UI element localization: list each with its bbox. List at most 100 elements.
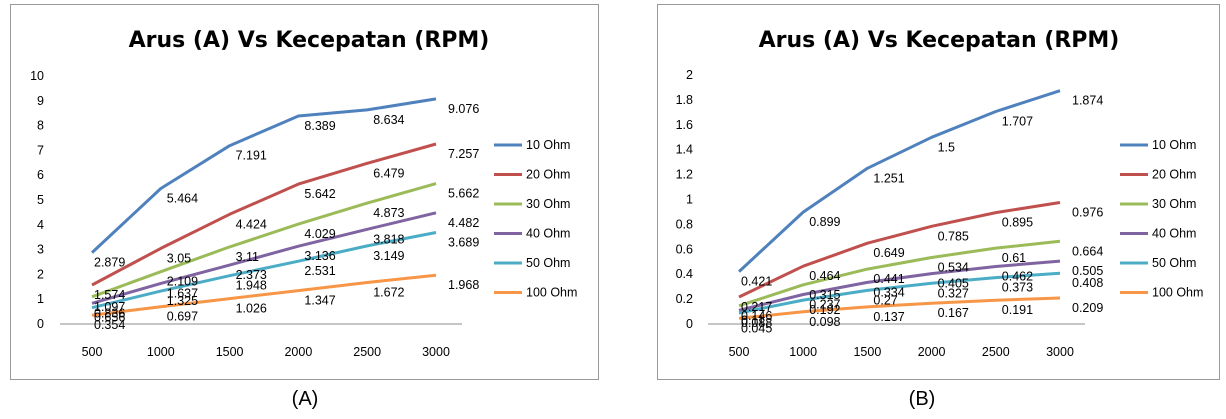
data-label: 6.479 <box>373 166 404 180</box>
data-label: 1.325 <box>167 294 198 308</box>
data-label: 0.354 <box>94 318 125 332</box>
data-label: 0.656 <box>94 311 125 325</box>
data-label: 8.634 <box>373 113 404 127</box>
data-label: 3.05 <box>167 251 191 265</box>
y-tick-label: 4 <box>37 218 44 232</box>
data-label: 0.209 <box>1072 301 1103 315</box>
chart-title: Arus (A) Vs Kecepatan (RPM) <box>129 28 490 53</box>
y-tick-label: 7 <box>37 143 44 157</box>
data-label: 0.441 <box>873 272 904 286</box>
legend-label: 10 Ohm <box>1152 138 1196 152</box>
y-tick-label: 9 <box>37 94 44 108</box>
y-tick-label: 0 <box>686 317 693 331</box>
data-label: 7.257 <box>448 147 479 161</box>
legend-label: 40 Ohm <box>1152 227 1196 241</box>
x-tick-label: 1000 <box>147 345 175 359</box>
data-label: 1.347 <box>304 294 335 308</box>
series-line-50-ohm <box>91 231 437 310</box>
data-label: 0.045 <box>741 321 772 335</box>
legend-label: 40 Ohm <box>526 227 570 241</box>
data-label: 0.088 <box>741 316 772 330</box>
data-label: 1.637 <box>167 286 198 300</box>
series-line-20-ohm <box>738 201 1061 299</box>
x-tick-label: 2000 <box>918 345 946 359</box>
data-label: 4.873 <box>373 206 404 220</box>
series-line-40-ohm <box>91 211 437 305</box>
x-tick-label: 1500 <box>216 345 244 359</box>
data-label: 5.662 <box>448 187 479 201</box>
data-label: 0.697 <box>167 310 198 324</box>
data-label: 0.505 <box>1072 264 1103 278</box>
legend-label: 20 Ohm <box>1152 168 1196 182</box>
data-label: 3.149 <box>373 249 404 263</box>
y-tick-label: 6 <box>37 168 44 182</box>
data-label: 0.421 <box>741 275 772 289</box>
x-tick-label: 3000 <box>1046 345 1074 359</box>
data-label: 2.109 <box>167 275 198 289</box>
chart-title: Arus (A) Vs Kecepatan (RPM) <box>759 28 1120 53</box>
data-label: 0.895 <box>1002 216 1033 230</box>
data-label: 4.029 <box>304 227 335 241</box>
data-label: 0.899 <box>809 215 840 229</box>
y-tick-label: 0.2 <box>676 292 693 306</box>
y-tick-label: 5 <box>37 193 44 207</box>
x-tick-label: 2500 <box>353 345 381 359</box>
x-tick-label: 2500 <box>982 345 1010 359</box>
data-label: 9.076 <box>448 102 479 116</box>
data-label: 1.574 <box>94 288 125 302</box>
y-tick-label: 10 <box>30 69 44 83</box>
chart-frame <box>10 4 599 380</box>
data-label: 0.137 <box>873 310 904 324</box>
data-label: 7.191 <box>236 149 267 163</box>
chart-panel-a: Arus (A) Vs Kecepatan (RPM) 0 1 2 3 4 5 6 7 8 9 10 5… <box>0 0 610 419</box>
y-tick-label: 0.4 <box>676 267 693 281</box>
data-label: 0.146 <box>741 309 772 323</box>
legend-label: 100 Ohm <box>526 286 577 300</box>
data-label: 0.649 <box>873 246 904 260</box>
data-label: 3.136 <box>304 249 335 263</box>
data-label: 2.879 <box>94 256 125 270</box>
data-label: 1.874 <box>1072 94 1103 108</box>
data-label: 8.389 <box>304 119 335 133</box>
data-label: 0.664 <box>1072 244 1103 258</box>
y-tick-label: 0.6 <box>676 242 693 256</box>
series-line-10-ohm <box>737 89 1061 273</box>
data-label: 5.642 <box>304 187 335 201</box>
x-tick-label: 1500 <box>853 345 881 359</box>
data-label: 1.097 <box>94 300 125 314</box>
x-tick-label: 500 <box>82 345 103 359</box>
y-tick-label: 0 <box>37 317 44 331</box>
series-line-30-ohm <box>738 239 1061 308</box>
y-tick-label: 2 <box>37 267 44 281</box>
data-label: 0.27 <box>873 293 897 307</box>
legend-label: 30 Ohm <box>526 197 570 211</box>
data-label: 2.373 <box>236 268 267 282</box>
data-label: 1.026 <box>236 302 267 316</box>
series-line-10-ohm <box>90 97 437 254</box>
data-label: 1.672 <box>373 286 404 300</box>
data-label: 1.968 <box>448 278 479 292</box>
chart-panel-b: Arus (A) Vs Kecepatan (RPM) 0 0.2 0.4 0.6 0.8… <box>612 0 1226 419</box>
chart-b: Arus (A) Vs Kecepatan (RPM) 0 0.2 0.4 0.6 0.8… <box>657 4 1220 380</box>
y-tick-label: 1.8 <box>676 93 693 107</box>
series-line-20-ohm <box>91 142 437 287</box>
data-label: 0.315 <box>809 288 840 302</box>
data-label: 0.098 <box>809 315 840 329</box>
x-tick-label: 3000 <box>422 345 450 359</box>
data-label: 5.464 <box>167 191 198 205</box>
y-tick-label: 1.2 <box>676 168 693 182</box>
data-label: 1.707 <box>1002 114 1033 128</box>
data-label: 0.11 <box>741 313 764 327</box>
y-tick-label: 1 <box>37 292 44 306</box>
y-tick-label: 8 <box>37 119 44 133</box>
data-label: 3.689 <box>448 236 479 250</box>
data-label: 1.948 <box>236 279 267 293</box>
chart-a: Arus (A) Vs Kecepatan (RPM) 0 1 2 3 4 5 6 7 8 9 10 5… <box>10 4 599 380</box>
series-line-100-ohm <box>738 296 1061 320</box>
x-tick-label: 500 <box>729 345 750 359</box>
series-line-100-ohm <box>91 273 437 317</box>
data-label: 0.327 <box>938 286 969 300</box>
data-label: 1.5 <box>938 140 955 154</box>
caption-a: (A) <box>291 388 319 410</box>
data-label: 3.11 <box>236 250 259 264</box>
